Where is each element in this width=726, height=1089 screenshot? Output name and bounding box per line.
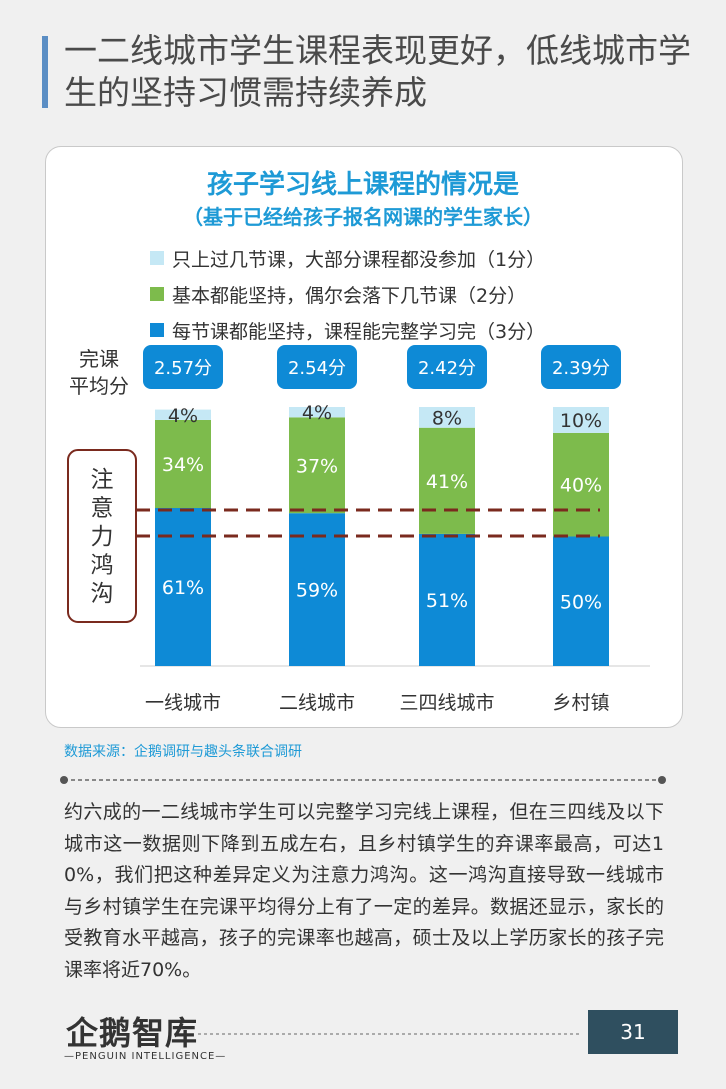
bar-segment xyxy=(155,508,211,666)
bar-segment xyxy=(155,409,211,420)
data-label: 51% xyxy=(426,590,468,612)
data-label: 59% xyxy=(296,580,338,602)
data-label: 41% xyxy=(426,471,468,493)
data-label: 50% xyxy=(560,591,602,613)
bar-segment xyxy=(289,513,345,666)
avg-score-badge xyxy=(277,345,357,389)
penguin-logo: 企鹅智库 xyxy=(66,1014,199,1052)
x-tick-label: 乡村镇 xyxy=(552,692,609,714)
bar-segment xyxy=(419,533,475,666)
legend-swatch xyxy=(150,251,164,265)
data-label: 40% xyxy=(560,475,602,497)
chart-title: 孩子学习线上课程的情况是 xyxy=(206,170,519,200)
legend-item: 每节课都能坚持，课程能完整学习完（3分） xyxy=(150,312,545,348)
legend-swatch xyxy=(150,323,164,337)
data-label: 8% xyxy=(432,407,462,429)
data-label: 4% xyxy=(168,405,198,427)
bar-segment xyxy=(419,407,475,428)
x-tick-label: 三四线城市 xyxy=(399,692,494,714)
bar-segment xyxy=(553,432,609,537)
data-label: 37% xyxy=(296,455,338,477)
data-label: 4% xyxy=(302,402,332,424)
avg-score-value: 2.54分 xyxy=(288,358,346,379)
bar-segment xyxy=(419,427,475,534)
gap-annotation-char: 力 xyxy=(91,524,114,550)
avg-score-badge xyxy=(143,345,223,389)
avg-score-value: 2.42分 xyxy=(418,358,476,379)
bar-segment xyxy=(553,407,609,433)
legend-label: 只上过几节课，大部分课程都没参加（1分） xyxy=(172,248,546,271)
avg-score-label-line1: 完课 xyxy=(79,347,119,371)
body-paragraph: 约六成的一二线城市学生可以完整学习完线上课程，但在三四线及以下城市这一数据则下降… xyxy=(64,801,664,981)
avg-score-badge xyxy=(541,345,621,389)
bar-segment xyxy=(155,419,211,509)
x-tick-label: 一线城市 xyxy=(145,692,221,714)
data-label: 10% xyxy=(560,410,602,432)
avg-score-value: 2.57分 xyxy=(154,358,212,379)
data-label: 61% xyxy=(162,577,204,599)
legend-item: 基本都能坚持，偶尔会落下几节课（2分） xyxy=(150,276,545,312)
avg-score-label-line2: 平均分 xyxy=(69,374,129,398)
title-accent-bar xyxy=(42,36,48,108)
avg-score-value: 2.39分 xyxy=(552,358,610,379)
gap-annotation-char: 注 xyxy=(91,467,114,493)
bar-segment xyxy=(289,407,345,418)
divider-dot-left xyxy=(60,776,68,784)
legend-swatch xyxy=(150,287,164,301)
gap-annotation-char: 鸿 xyxy=(91,553,114,579)
page-title: 一二线城市学生课程表现更好，低线城市学生的坚持习惯需持续养成 xyxy=(64,31,691,112)
page-number: 31 xyxy=(588,1010,678,1054)
chart-subtitle: （基于已经给孩子报名网课的学生家长） xyxy=(183,205,543,229)
divider-dot-right xyxy=(658,776,666,784)
legend-label: 基本都能坚持，偶尔会落下几节课（2分） xyxy=(172,284,527,307)
avg-score-badge xyxy=(407,345,487,389)
legend-label: 每节课都能坚持，课程能完整学习完（3分） xyxy=(172,320,546,343)
gap-annotation-char: 沟 xyxy=(91,581,114,607)
penguin-logo-subtitle: —PENGUIN INTELLIGENCE— xyxy=(64,1051,227,1062)
gap-annotation-char: 意 xyxy=(91,496,114,522)
bar-segment xyxy=(553,536,609,666)
data-source-note: 数据来源：企鹅调研与趣头条联合调研 xyxy=(64,744,302,760)
data-label: 34% xyxy=(162,454,204,476)
bar-segment xyxy=(289,417,345,514)
legend-item: 只上过几节课，大部分课程都没参加（1分） xyxy=(150,240,545,276)
gap-annotation-box xyxy=(67,449,137,623)
x-tick-label: 二线城市 xyxy=(279,692,355,714)
chart-legend: 只上过几节课，大部分课程都没参加（1分） 基本都能坚持，偶尔会落下几节课（2分）… xyxy=(150,240,545,348)
